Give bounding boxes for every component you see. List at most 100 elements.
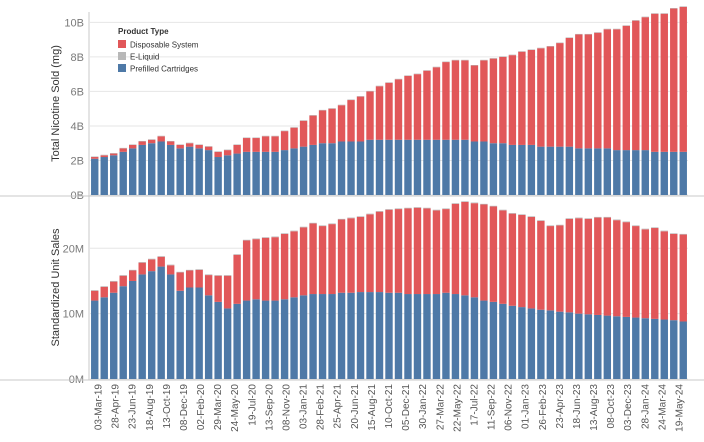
bar-disposable-system bbox=[129, 144, 137, 149]
bar-prefilled-cartridges bbox=[489, 143, 498, 195]
bar-disposable-system bbox=[537, 48, 545, 147]
bar-disposable-system bbox=[423, 70, 431, 140]
bar-e-liquid bbox=[233, 254, 241, 255]
bar-disposable-system bbox=[489, 206, 498, 302]
bar-e-liquid bbox=[451, 203, 460, 204]
x-tick-label: 18-Aug-19 bbox=[145, 384, 156, 431]
bar-e-liquid bbox=[347, 217, 355, 219]
bar-e-liquid bbox=[404, 207, 412, 209]
x-tick-label: 18-Jun-23 bbox=[572, 384, 583, 429]
x-tick-label: 06-Nov-22 bbox=[504, 384, 515, 431]
bar-disposable-system bbox=[442, 62, 450, 140]
bar-e-liquid bbox=[423, 70, 431, 71]
bar-e-liquid bbox=[537, 220, 545, 221]
bar-disposable-system bbox=[641, 229, 649, 319]
bar-prefilled-cartridges bbox=[470, 141, 479, 195]
bar-prefilled-cartridges bbox=[110, 292, 118, 379]
bar-e-liquid bbox=[508, 54, 517, 56]
bar-disposable-system bbox=[670, 233, 678, 321]
bar-disposable-system bbox=[489, 58, 498, 144]
bar-e-liquid bbox=[546, 225, 555, 227]
bar-prefilled-cartridges bbox=[556, 146, 564, 195]
bar-prefilled-cartridges bbox=[432, 139, 441, 195]
bar-disposable-system bbox=[584, 34, 593, 149]
bar-prefilled-cartridges bbox=[594, 314, 602, 379]
bar-prefilled-cartridges bbox=[204, 150, 213, 195]
bar-e-liquid bbox=[594, 32, 602, 33]
bar-prefilled-cartridges bbox=[261, 300, 270, 379]
bar-e-liquid bbox=[299, 120, 308, 121]
bar-disposable-system bbox=[527, 216, 536, 309]
bar-prefilled-cartridges bbox=[660, 319, 668, 379]
bar-disposable-system bbox=[176, 272, 184, 291]
bar-disposable-system bbox=[347, 218, 355, 293]
bar-disposable-system bbox=[252, 239, 260, 300]
bar-e-liquid bbox=[423, 207, 431, 209]
bar-e-liquid bbox=[432, 66, 441, 68]
bar-e-liquid bbox=[261, 135, 270, 137]
bar-disposable-system bbox=[148, 259, 156, 272]
x-tick-label: 24-Mar-24 bbox=[657, 384, 668, 431]
bar-e-liquid bbox=[622, 25, 630, 26]
bar-prefilled-cartridges bbox=[679, 151, 687, 195]
bar-disposable-system bbox=[347, 100, 355, 142]
bar-prefilled-cartridges bbox=[185, 287, 194, 379]
bar-prefilled-cartridges bbox=[299, 146, 308, 195]
bar-disposable-system bbox=[432, 210, 441, 295]
bar-disposable-system bbox=[613, 29, 621, 151]
legend-label: Disposable System bbox=[130, 41, 199, 50]
bar-e-liquid bbox=[394, 208, 403, 210]
bar-prefilled-cartridges bbox=[442, 292, 450, 379]
bar-disposable-system bbox=[565, 218, 574, 313]
bar-disposable-system bbox=[195, 144, 203, 149]
bar-e-liquid bbox=[299, 226, 308, 228]
y-tick-label: 4B bbox=[71, 121, 84, 133]
bar-disposable-system bbox=[632, 20, 640, 151]
bar-e-liquid bbox=[537, 47, 545, 49]
bar-disposable-system bbox=[110, 281, 118, 293]
bar-prefilled-cartridges bbox=[565, 312, 574, 379]
bar-disposable-system bbox=[394, 79, 403, 140]
bar-prefilled-cartridges bbox=[166, 274, 175, 379]
x-tick-label: 28-Apr-19 bbox=[111, 384, 122, 429]
bar-prefilled-cartridges bbox=[204, 295, 213, 379]
bar-e-liquid bbox=[337, 104, 346, 106]
y-axis-title: Total Nicotine Sold (mg) bbox=[50, 45, 62, 162]
bar-disposable-system bbox=[537, 220, 545, 310]
x-tick-label: 10-Oct-21 bbox=[384, 384, 395, 429]
bar-disposable-system bbox=[328, 108, 336, 144]
bar-disposable-system bbox=[508, 55, 517, 145]
bar-e-liquid bbox=[366, 90, 374, 92]
bar-e-liquid bbox=[138, 262, 146, 263]
bar-disposable-system bbox=[451, 60, 460, 140]
x-tick-label: 03-Dec-23 bbox=[623, 384, 634, 431]
x-tick-label: 05-Dec-21 bbox=[401, 384, 412, 431]
bar-prefilled-cartridges bbox=[110, 155, 118, 195]
bar-prefilled-cartridges bbox=[451, 294, 460, 379]
bar-disposable-system bbox=[641, 17, 649, 151]
bar-prefilled-cartridges bbox=[157, 141, 165, 195]
legend-swatch bbox=[118, 40, 126, 48]
bar-e-liquid bbox=[451, 59, 460, 61]
bar-disposable-system bbox=[423, 208, 431, 295]
bar-disposable-system bbox=[100, 286, 108, 298]
bar-e-liquid bbox=[280, 233, 289, 234]
bar-prefilled-cartridges bbox=[252, 299, 260, 379]
bar-disposable-system bbox=[480, 204, 488, 301]
x-tick-label: 28-Feb-21 bbox=[316, 384, 327, 431]
bar-prefilled-cartridges bbox=[148, 143, 156, 195]
bar-e-liquid bbox=[651, 13, 659, 14]
bar-disposable-system bbox=[518, 51, 526, 145]
bar-prefilled-cartridges bbox=[508, 144, 517, 195]
bar-prefilled-cartridges bbox=[613, 150, 621, 195]
bar-prefilled-cartridges bbox=[641, 318, 649, 379]
bar-e-liquid bbox=[584, 218, 593, 219]
bar-disposable-system bbox=[176, 144, 184, 149]
bar-e-liquid bbox=[328, 223, 336, 225]
bar-disposable-system bbox=[575, 218, 583, 314]
bar-e-liquid bbox=[641, 16, 649, 18]
y-tick-label: 6B bbox=[71, 86, 84, 98]
bar-prefilled-cartridges bbox=[622, 316, 630, 379]
bar-disposable-system bbox=[622, 222, 630, 317]
bar-prefilled-cartridges bbox=[641, 150, 649, 195]
